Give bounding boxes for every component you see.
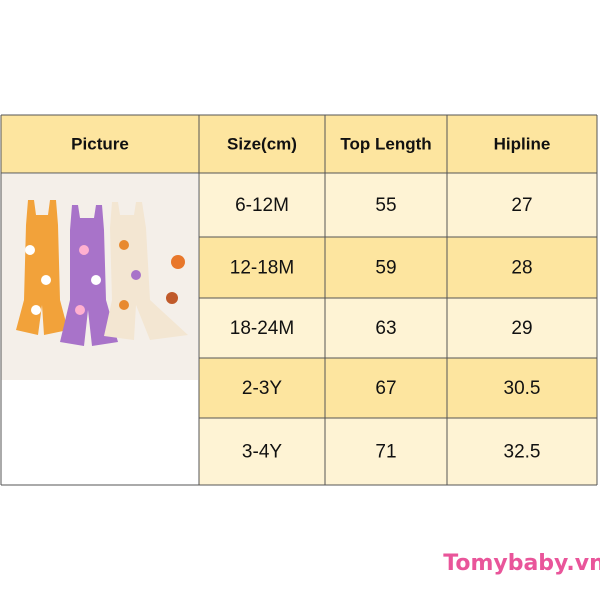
table-cell: 71	[375, 442, 396, 463]
header-row	[1, 115, 597, 173]
header-cell: Size(cm)	[227, 134, 297, 153]
table-cell: 12-18M	[230, 258, 294, 279]
table-cell: 27	[511, 195, 532, 216]
table-cell: 55	[375, 195, 396, 216]
table-cell: 18-24M	[230, 318, 294, 339]
table-cell: 59	[375, 258, 396, 279]
header-cell: Picture	[71, 134, 129, 153]
table-cell: 30.5	[504, 378, 541, 399]
header-cell: Hipline	[494, 134, 551, 153]
table-cell: 63	[375, 318, 396, 339]
table-cell: 28	[511, 258, 532, 279]
table-cell: 3-4Y	[242, 442, 282, 463]
table-row	[199, 298, 597, 358]
table-row	[199, 237, 597, 298]
table-row	[199, 173, 597, 237]
table-cell: 32.5	[504, 442, 541, 463]
product-picture	[1, 174, 198, 380]
table-row	[199, 418, 597, 485]
watermark: Tomybaby.vn	[443, 551, 600, 576]
table-cell: 6-12M	[235, 195, 289, 216]
table-cell: 67	[375, 378, 396, 399]
table-cell: 29	[511, 318, 532, 339]
table-cell: 2-3Y	[242, 378, 282, 399]
header-cell: Top Length	[340, 134, 431, 153]
table-row	[199, 358, 597, 418]
